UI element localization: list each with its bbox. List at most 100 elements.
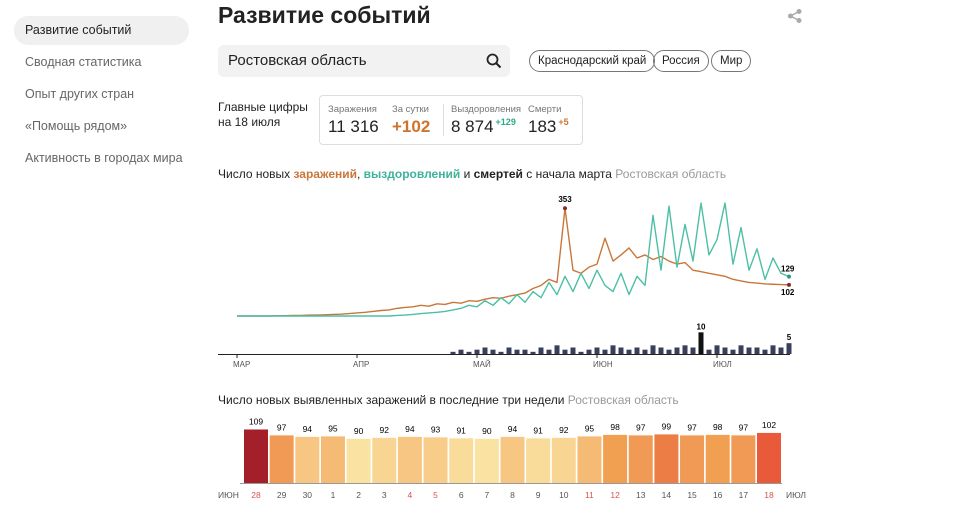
- x-tick-label: ИЮЛ: [713, 360, 732, 369]
- data-label: 92: [559, 425, 569, 435]
- bar: [449, 438, 474, 483]
- title-part: смертей: [473, 167, 523, 181]
- death-bar: [562, 349, 568, 354]
- bar: [346, 438, 371, 483]
- end-dot: [787, 282, 791, 287]
- x-tick-label: 5: [433, 490, 438, 500]
- search-box[interactable]: Ростовская область: [218, 45, 510, 77]
- x-tick-label: 17: [739, 490, 749, 500]
- bar: [526, 438, 551, 483]
- page-title: Развитие событий: [218, 2, 431, 28]
- death-bar: [706, 349, 712, 354]
- bar: [474, 438, 499, 483]
- sidebar-item[interactable]: Сводная статистика: [25, 55, 142, 69]
- stat-value: 11 316: [328, 117, 379, 136]
- title-part: выздоровлений: [363, 167, 461, 181]
- death-bar: [770, 345, 776, 354]
- data-label: 90: [482, 426, 492, 436]
- death-bar: [738, 345, 744, 354]
- death-bar: [546, 349, 552, 354]
- death-bar: [498, 351, 504, 354]
- data-label: 97: [739, 422, 749, 432]
- chart-title: Число новых выявленных заражений в после…: [218, 393, 679, 407]
- bar: [423, 437, 448, 483]
- summary-box: Заражения 11 316 За сутки +102 Выздоровл…: [319, 95, 583, 145]
- x-tick-label: 2: [356, 490, 361, 500]
- death-bar: [610, 345, 616, 354]
- death-bar: [594, 347, 600, 354]
- bar: [603, 434, 628, 483]
- sidebar-item[interactable]: Опыт других стран: [25, 87, 135, 101]
- death-bar: [730, 349, 736, 354]
- x-tick-label: 6: [459, 490, 464, 500]
- stat-label: За сутки: [392, 104, 429, 115]
- stat-number: 8 874: [451, 117, 494, 136]
- sidebar-item[interactable]: Активность в городах мира: [25, 151, 183, 165]
- death-bar: [714, 345, 720, 354]
- death-bar: [514, 349, 520, 354]
- region-button[interactable]: Краснодарский край: [529, 50, 656, 72]
- death-bar: [618, 347, 624, 354]
- death-bar: [722, 347, 728, 354]
- bar: [269, 435, 294, 483]
- x-tick-label: 18: [764, 490, 774, 500]
- stat-number: 183: [528, 117, 557, 136]
- search-value: Ростовская область: [228, 52, 367, 69]
- x-end-label: ИЮЛ: [786, 490, 806, 500]
- x-tick-label: 10: [559, 490, 569, 500]
- data-label: 95: [328, 423, 338, 433]
- x-tick-label: 3: [382, 490, 387, 500]
- death-bar: [786, 343, 792, 354]
- bar: [551, 437, 576, 483]
- death-bar: [674, 347, 680, 354]
- data-label: 90: [354, 426, 364, 436]
- death-bar: [762, 349, 768, 354]
- data-label: 92: [380, 425, 390, 435]
- stat-delta: +5: [558, 117, 569, 127]
- summary-caption: Главные цифры на 18 июля: [218, 100, 308, 130]
- death-bar: [682, 345, 688, 354]
- death-bar: [642, 349, 648, 354]
- death-bar: [458, 349, 464, 354]
- sidebar-item[interactable]: Развитие событий: [14, 16, 189, 45]
- death-bar: [530, 351, 536, 354]
- death-bar: [506, 347, 512, 354]
- data-label: 102: [762, 420, 776, 430]
- data-label: 94: [508, 424, 518, 434]
- data-label: 93: [431, 424, 441, 434]
- bar: [295, 436, 320, 483]
- data-label: 99: [662, 421, 672, 431]
- end-dot: [787, 274, 791, 279]
- bar: [320, 436, 345, 483]
- bar: [731, 435, 756, 483]
- bar: [244, 429, 268, 483]
- bar: [705, 434, 730, 483]
- data-label: 97: [687, 422, 697, 432]
- death-bar: [538, 347, 544, 354]
- x-tick-label: 13: [636, 490, 646, 500]
- region-button[interactable]: Мир: [711, 50, 752, 72]
- data-label: 98: [713, 422, 723, 432]
- bar: [654, 434, 679, 483]
- data-label: 95: [585, 423, 595, 433]
- data-label: 98: [610, 422, 620, 432]
- sidebar-item[interactable]: «Помощь рядом»: [25, 119, 128, 133]
- bar: [372, 437, 397, 483]
- region-button[interactable]: Россия: [653, 50, 709, 72]
- death-bar: [698, 332, 704, 354]
- data-label: 94: [405, 424, 415, 434]
- x-tick-label: 16: [713, 490, 723, 500]
- caption-line: Главные цифры: [218, 100, 308, 114]
- data-label: 97: [277, 422, 287, 432]
- x-tick-label: 11: [585, 490, 594, 500]
- x-tick-label: 15: [687, 490, 697, 500]
- search-icon[interactable]: [486, 53, 502, 69]
- data-label: 102: [781, 288, 795, 297]
- stat-value: +102: [392, 117, 431, 136]
- x-tick-label: ИЮН: [593, 360, 613, 369]
- death-bar: [474, 349, 480, 354]
- chart-subtitle: Ростовская область: [567, 393, 679, 407]
- share-icon[interactable]: [787, 8, 803, 24]
- divider: [443, 104, 444, 136]
